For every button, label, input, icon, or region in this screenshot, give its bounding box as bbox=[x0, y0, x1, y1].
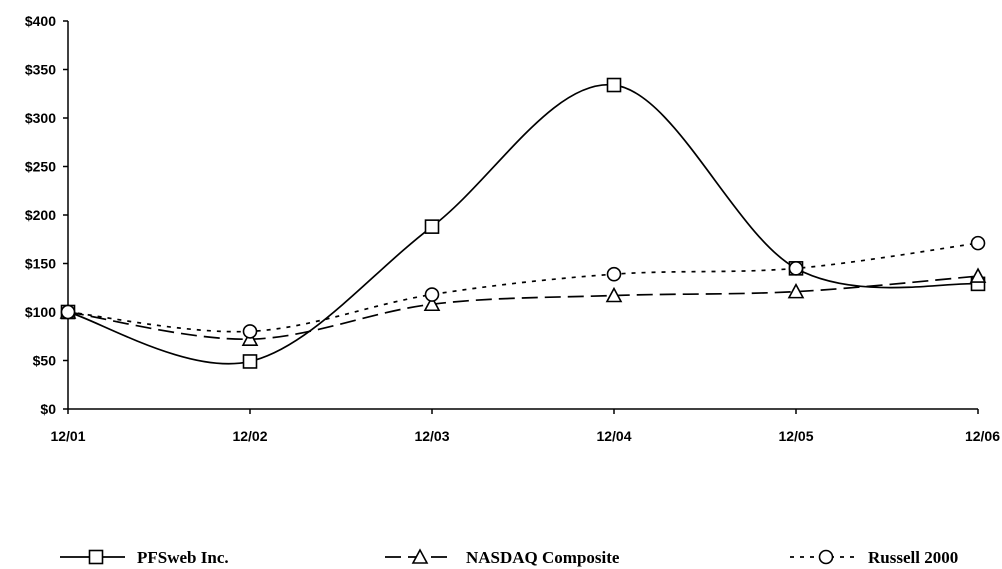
series-line bbox=[67, 242, 979, 333]
legend-label: PFSweb Inc. bbox=[137, 548, 229, 567]
data-point bbox=[606, 77, 622, 93]
series-line bbox=[67, 84, 979, 365]
y-tick-label: $0 bbox=[40, 401, 56, 417]
y-tick-label: $200 bbox=[25, 207, 56, 223]
data-point bbox=[242, 324, 258, 339]
legend: PFSweb Inc. NASDAQ Composite Russell 2000 bbox=[60, 548, 958, 567]
series-group bbox=[59, 77, 987, 369]
data-point bbox=[969, 267, 987, 283]
data-point bbox=[423, 295, 441, 312]
data-point bbox=[788, 261, 804, 276]
y-tick-label: $400 bbox=[25, 13, 56, 29]
legend-marker bbox=[88, 549, 104, 565]
y-tick-label: $100 bbox=[25, 304, 56, 320]
data-point bbox=[605, 286, 623, 303]
y-tick-label: $350 bbox=[25, 62, 56, 78]
axes: $0 $50 $100 $150 $200 $250 $300 $350 $400 12/01 12… bbox=[25, 13, 1000, 444]
data-point bbox=[60, 304, 76, 320]
data-point bbox=[242, 354, 258, 369]
series-pfsweb-inc bbox=[60, 77, 986, 369]
data-point bbox=[424, 219, 440, 234]
y-tick-label: $300 bbox=[25, 110, 56, 126]
y-tick-label: $150 bbox=[25, 256, 56, 272]
y-tick-label: $250 bbox=[25, 159, 56, 175]
legend-item: NASDAQ Composite bbox=[385, 548, 620, 567]
legend-item: PFSweb Inc. bbox=[60, 548, 229, 567]
data-point bbox=[970, 235, 986, 251]
data-point bbox=[787, 282, 805, 299]
legend-marker bbox=[818, 549, 834, 565]
data-point bbox=[424, 287, 440, 302]
series-russell-2000 bbox=[60, 235, 986, 339]
x-tick-label: 12/03 bbox=[414, 428, 449, 444]
legend-label: Russell 2000 bbox=[868, 548, 958, 567]
x-tick-label: 12/05 bbox=[778, 428, 813, 444]
y-tick-label: $50 bbox=[33, 353, 57, 369]
x-tick-label: 12/02 bbox=[232, 428, 267, 444]
x-tick-label: 12/01 bbox=[50, 428, 85, 444]
legend-label: NASDAQ Composite bbox=[466, 548, 620, 567]
data-point bbox=[606, 266, 622, 282]
legend-marker bbox=[411, 548, 429, 564]
series-line bbox=[67, 275, 979, 341]
legend-item: Russell 2000 bbox=[790, 548, 958, 567]
series-nasdaq-composite bbox=[59, 267, 987, 346]
x-tick-label: 12/04 bbox=[596, 428, 631, 444]
x-tick-label: 12/06 bbox=[965, 428, 1000, 444]
